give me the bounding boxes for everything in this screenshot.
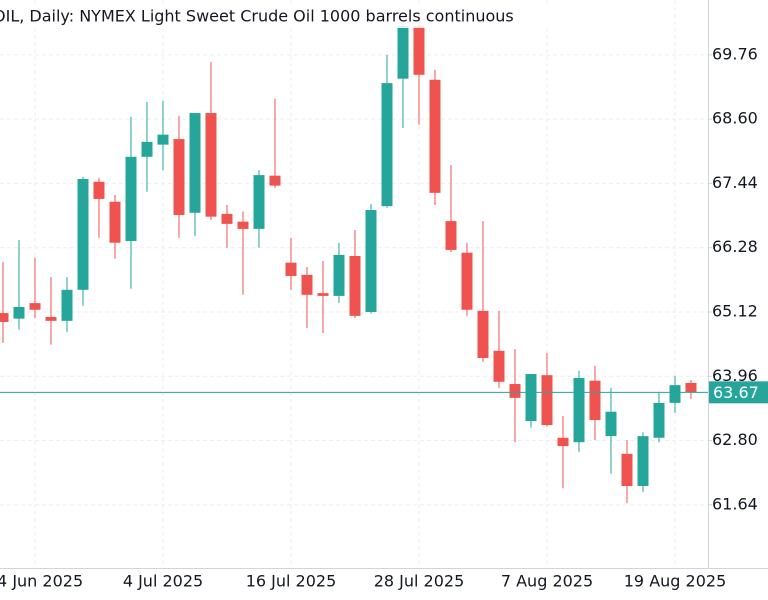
last-price-box (709, 381, 768, 404)
candle-body (301, 274, 313, 295)
candle-body (493, 350, 505, 382)
y-tick-label: 63.96 (712, 366, 758, 385)
candle-body (525, 374, 537, 422)
x-tick-label: 4 Jul 2025 (123, 572, 203, 591)
candle-body (445, 221, 457, 250)
x-tick-label: 24 Jun 2025 (0, 572, 83, 591)
y-tick-label: 61.64 (712, 494, 758, 513)
x-tick-label: 19 Aug 2025 (624, 572, 727, 591)
candle-body (381, 83, 393, 207)
candle-body (29, 303, 41, 310)
y-tick-label: 66.28 (712, 237, 758, 256)
candle-body (13, 306, 25, 319)
chart-title: OIL, Daily: NYMEX Light Sweet Crude Oil … (0, 7, 514, 26)
candle-body (141, 141, 153, 157)
candle-body (237, 221, 249, 229)
candle-body (621, 453, 633, 486)
candle-body (461, 252, 473, 310)
candle-body (333, 254, 345, 296)
candle-body (685, 382, 697, 393)
candle-body (669, 385, 681, 403)
candle-body (189, 113, 201, 213)
x-tick-label: 7 Aug 2025 (501, 572, 593, 591)
candle-body (413, 26, 425, 75)
candle-body (269, 175, 281, 186)
candle-body (397, 26, 409, 79)
x-tick-label: 28 Jul 2025 (374, 572, 465, 591)
candle-body (93, 181, 105, 199)
candle-body (573, 377, 585, 443)
candle-body (541, 375, 553, 426)
y-tick-label: 67.44 (712, 173, 758, 192)
candle-body (285, 262, 297, 276)
last-price-label: 63.67 (713, 383, 759, 402)
title-bg (0, 4, 552, 28)
candle-body (45, 316, 57, 321)
candle-body (205, 113, 217, 217)
candle-body (173, 139, 185, 216)
candle-body (637, 436, 649, 486)
candle-body (509, 384, 521, 398)
y-tick-label: 65.12 (712, 301, 758, 320)
candle-body (477, 310, 489, 358)
candle-body (429, 79, 441, 193)
y-tick-label: 69.76 (712, 44, 758, 63)
candle-body (77, 178, 89, 290)
candle-body (589, 380, 601, 421)
candle-body (365, 210, 377, 312)
candle-body (557, 437, 569, 447)
candle-body (253, 175, 265, 229)
candle-body (61, 289, 73, 321)
candle-body (0, 313, 9, 322)
candle-body (109, 201, 121, 243)
candle-body (125, 156, 137, 242)
candle-body (349, 256, 361, 316)
x-tick-label: 16 Jul 2025 (246, 572, 337, 591)
candle-body (653, 402, 665, 438)
candle-body (317, 293, 329, 296)
candle-body (221, 213, 233, 224)
y-tick-label: 68.60 (712, 109, 758, 128)
candle-body (157, 134, 169, 145)
y-tick-label: 62.80 (712, 430, 758, 449)
candle-body (605, 411, 617, 437)
